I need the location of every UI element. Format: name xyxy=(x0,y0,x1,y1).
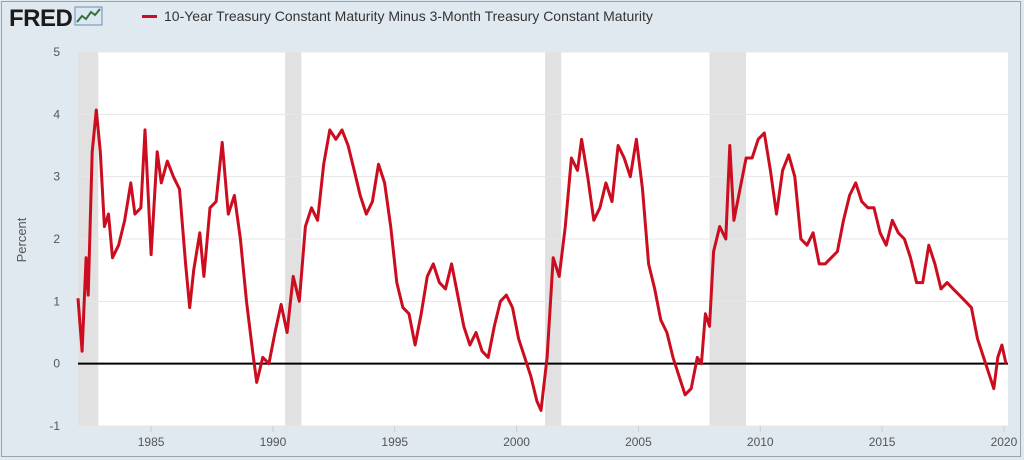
x-tick-label: 2010 xyxy=(747,435,774,449)
y-tick-label: -1 xyxy=(49,419,60,433)
x-tick-label: 2020 xyxy=(991,435,1018,449)
x-tick-label: 2015 xyxy=(869,435,896,449)
y-axis-ticks: -1 0 1 2 3 4 5 xyxy=(49,45,60,433)
y-tick-label: 2 xyxy=(53,232,60,246)
y-axis-label: Percent xyxy=(14,217,29,262)
x-tick-label: 2000 xyxy=(503,435,530,449)
x-tick-label: 1990 xyxy=(260,435,287,449)
x-tick-label: 1985 xyxy=(138,435,165,449)
chart-header: FRED 10-Year Treasury Constant Maturity … xyxy=(0,0,1024,34)
y-tick-label: 1 xyxy=(53,294,60,308)
y-tick-label: 0 xyxy=(53,357,60,371)
logo-text: FRED xyxy=(9,4,73,32)
legend-swatch xyxy=(142,14,157,18)
y-tick-label: 4 xyxy=(53,107,60,121)
legend-label: 10-Year Treasury Constant Maturity Minus… xyxy=(164,8,653,24)
series-line xyxy=(76,108,1008,412)
y-tick-label: 5 xyxy=(53,45,60,59)
trend-line-icon xyxy=(74,5,104,32)
y-tick-label: 3 xyxy=(53,170,60,184)
fred-logo[interactable]: FRED xyxy=(9,5,104,32)
x-tick-label: 1995 xyxy=(381,435,408,449)
x-tick-label: 2005 xyxy=(625,435,652,449)
chart-legend: 10-Year Treasury Constant Maturity Minus… xyxy=(142,8,653,24)
x-axis-ticks: 1985 1990 1995 2000 2005 2010 2015 2020 xyxy=(138,426,1018,449)
